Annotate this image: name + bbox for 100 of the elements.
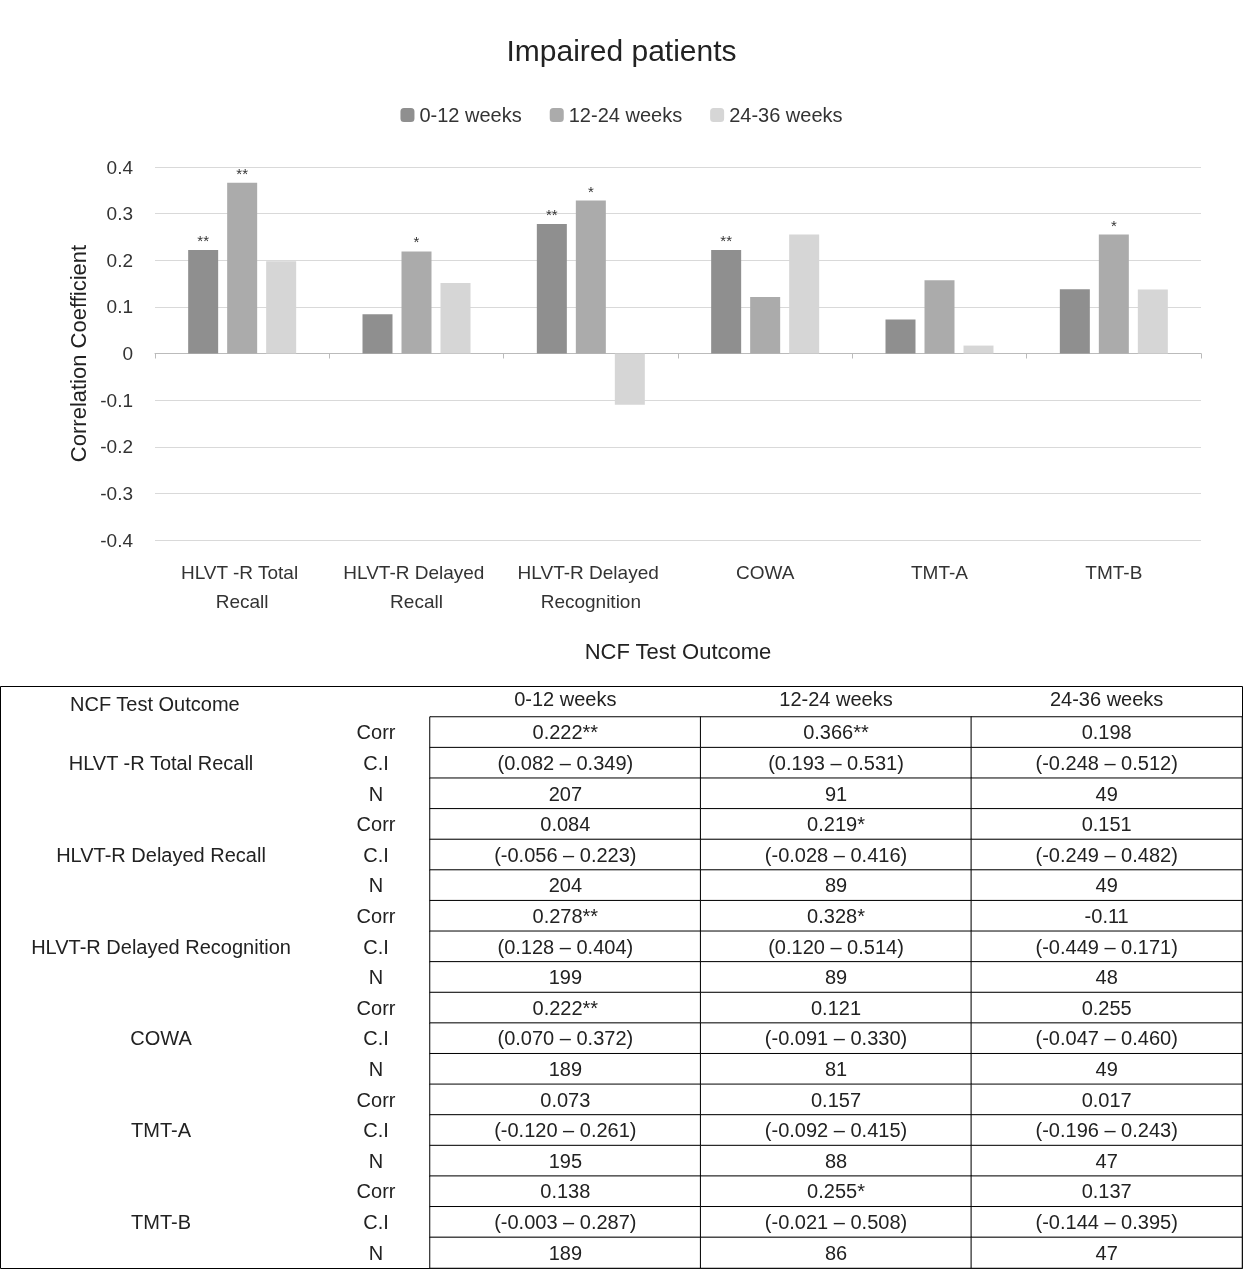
bar: [227, 182, 258, 354]
text: 49: [1095, 1058, 1118, 1081]
text: 0.084: [540, 813, 591, 836]
y-tick-label: N: [368, 874, 384, 897]
bar: [575, 200, 606, 354]
legend-label: 12-24 weeks: [568, 104, 683, 126]
text: 0.151: [1081, 813, 1132, 836]
bar: [885, 319, 916, 354]
bar: [362, 314, 393, 354]
y-tick-label: 0.4: [106, 156, 134, 178]
y-tick-label: -0.4: [100, 529, 134, 551]
y-tick-label: C.I: [363, 1119, 389, 1142]
x-tick-label: HLVT -R Total Recall: [180, 562, 304, 612]
y-tick-label: 0: [122, 343, 133, 364]
text: 0.198: [1081, 721, 1132, 744]
text: 207: [548, 782, 583, 805]
text: 0.137: [1081, 1180, 1132, 1203]
y-tick-label: N: [368, 1058, 384, 1081]
legend-label: 0-12 weeks: [419, 104, 522, 126]
text: 48: [1095, 966, 1118, 989]
y2-tick-label: TMT-A: [131, 1119, 192, 1142]
y2-tick-label: HLVT-R Delayed Recall: [56, 843, 266, 866]
text: (-0.028 – 0.416): [764, 843, 908, 866]
text: 199: [548, 966, 583, 989]
data-label: **: [545, 205, 558, 223]
data-label: **: [236, 164, 249, 182]
text: (-0.144 – 0.395): [1035, 1211, 1178, 1234]
text: (-0.120 – 0.261): [494, 1119, 637, 1142]
text: (-0.249 – 0.482): [1035, 843, 1178, 866]
text: 89: [824, 874, 848, 897]
text: (-0.091 – 0.330): [764, 1027, 908, 1050]
text: 0.255: [1081, 996, 1132, 1019]
text: (0.128 – 0.404): [497, 935, 634, 958]
x-axis-title: NCF Test Outcome: [584, 638, 772, 664]
y2-tick-label: HLVT-R Delayed Recognition: [31, 935, 291, 958]
data-label: *: [1110, 216, 1117, 234]
x-tick-label: HLVT-R Delayed Recall: [343, 562, 490, 612]
y-tick-label: 0.2: [106, 249, 133, 271]
legend-label: 24-36 weeks: [729, 104, 843, 126]
y-tick-label: 0.3: [106, 203, 133, 225]
y-tick-label: C.I: [363, 751, 389, 774]
y-tick-label: C.I: [363, 843, 389, 866]
text: 47: [1095, 1149, 1118, 1172]
text: 0.222**: [532, 996, 599, 1019]
text: (-0.047 – 0.460): [1035, 1027, 1178, 1050]
text: 0.138: [540, 1180, 591, 1203]
x-tick-label: 24-36 weeks: [1049, 688, 1164, 710]
text: (0.193 – 0.531): [768, 751, 904, 774]
text: 47: [1095, 1241, 1118, 1264]
y-axis-title: Correlation Coefficient: [65, 244, 91, 463]
bar: [401, 251, 432, 354]
text: 0.278**: [532, 904, 599, 927]
x-tick-label: TMT-A: [911, 562, 969, 583]
y2-tick-label: TMT-B: [131, 1211, 191, 1234]
bar: [750, 297, 781, 354]
x-tick-label: 12-24 weeks: [779, 688, 893, 710]
data-label: **: [197, 231, 210, 249]
bar: [1059, 289, 1090, 354]
y-tick-label: N: [368, 1241, 384, 1264]
y-tick-label: 0.1: [106, 296, 133, 318]
text: (0.082 – 0.349): [497, 751, 634, 774]
y-tick-label: N: [368, 782, 384, 805]
y2-tick-label: HLVT -R Total Recall: [68, 751, 254, 774]
y-tick-label: -0.2: [100, 436, 133, 458]
y-tick-label: Corr: [356, 1180, 396, 1203]
y-tick-label: C.I: [363, 935, 389, 958]
data-label: *: [587, 182, 594, 200]
bar: [924, 280, 955, 354]
y-tick-label: -0.3: [100, 482, 133, 504]
text: (-0.196 – 0.243): [1035, 1119, 1178, 1142]
bar: [711, 249, 742, 354]
text: 0.366**: [803, 721, 869, 744]
text: 49: [1095, 782, 1118, 805]
text: (-0.092 – 0.415): [764, 1119, 908, 1142]
text: 195: [548, 1149, 583, 1172]
y-tick-label: Corr: [356, 996, 396, 1019]
bar: [963, 345, 994, 354]
text: 89: [824, 966, 848, 989]
text: (0.070 – 0.372): [497, 1027, 634, 1050]
text: 0.219*: [807, 813, 865, 836]
text: 49: [1095, 874, 1118, 897]
text: 0.073: [540, 1088, 591, 1111]
text: (-0.021 – 0.508): [764, 1211, 908, 1234]
text: 0.328*: [807, 904, 865, 927]
text: 204: [548, 874, 583, 897]
y-tick-label: Corr: [356, 721, 396, 744]
y-axis-title: NCF Test Outcome: [70, 693, 240, 715]
text: (0.120 – 0.514): [768, 935, 904, 958]
text: -0.11: [1084, 904, 1129, 927]
y-tick-label: Corr: [356, 904, 396, 927]
chart-title: Impaired patients: [506, 33, 737, 67]
text: 0.157: [810, 1088, 862, 1111]
data-label: **: [720, 231, 733, 249]
x-tick-label: COWA: [735, 562, 795, 583]
x-tick-label: HLVT-R Delayed Recognition: [517, 562, 665, 612]
text: (-0.248 – 0.512): [1035, 751, 1178, 774]
y-tick-label: N: [368, 1149, 384, 1172]
text: 86: [824, 1241, 848, 1264]
y-tick-label: -0.1: [100, 389, 133, 411]
text: (-0.003 – 0.287): [494, 1211, 637, 1234]
